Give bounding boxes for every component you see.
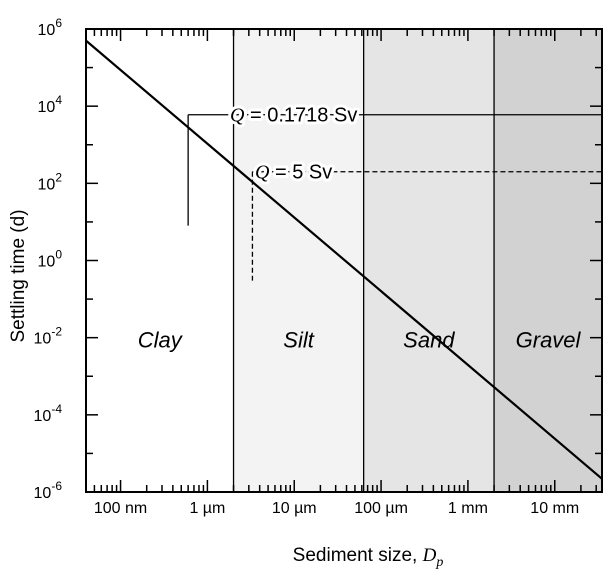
y-tick-exponent: -2: [51, 325, 62, 339]
region-sand: [363, 29, 495, 492]
region-label-gravel: Gravel: [516, 328, 582, 353]
region-label-sand: Sand: [403, 328, 455, 353]
x-tick-label: 1 mm: [448, 500, 488, 517]
region-label-clay: Clay: [138, 328, 184, 353]
annotation-label: Q = 5 Sv: [255, 162, 332, 184]
y-tick-exponent: 4: [55, 93, 62, 107]
x-axis-title-text: Sediment size,: [293, 545, 423, 566]
y-tick-label: 106: [38, 16, 63, 39]
y-tick-exponent: 6: [55, 16, 62, 30]
y-tick-label: 10-4: [34, 402, 63, 425]
x-axis-title-subscript: p: [435, 555, 443, 570]
region-silt: [233, 29, 364, 492]
x-tick-label: 10 µm: [272, 500, 317, 517]
x-tick-label: 10 mm: [530, 500, 579, 517]
y-tick-exponent: 0: [55, 248, 62, 262]
region-gravel: [494, 29, 602, 492]
y-tick-base: 10: [38, 254, 56, 271]
x-tick-label: 100 µm: [354, 500, 408, 517]
x-axis-title: Sediment size, Dp: [293, 545, 444, 570]
plot-frame: [85, 28, 603, 493]
region-clay: [86, 29, 234, 492]
x-tick-label: 1 µm: [189, 500, 225, 517]
y-tick-base: 10: [34, 331, 52, 348]
region-label-silt: Silt: [283, 328, 314, 353]
y-tick-label: 104: [38, 93, 63, 116]
axis-ticks: [85, 28, 602, 493]
settling-curve-line: [85, 39, 603, 480]
y-tick-exponent: 2: [55, 170, 62, 184]
y-tick-base: 10: [34, 408, 52, 425]
y-tick-exponent: -6: [51, 479, 62, 493]
annotation-q-symbol: Q: [255, 162, 270, 184]
size-class-regions: [86, 29, 602, 492]
annotation-label: Q = 0.1718 Sv: [230, 105, 357, 127]
size-class-dividers: [232, 29, 495, 492]
y-tick-exponent: -4: [51, 402, 62, 416]
size-class-labels: Clay Silt Sand Gravel: [138, 328, 582, 353]
y-tick-base: 10: [38, 22, 56, 39]
settling-curve: [85, 39, 603, 480]
annotation-value: = 0.1718 Sv: [244, 105, 357, 127]
y-axis-title: Settling time (d): [8, 209, 29, 342]
axis-tick-labels: 100 nm 1 µm 10 µm 100 µm 1 mm 10 mm1061041021…: [34, 16, 580, 517]
discharge-annotations: Q = 0.1718 SvQ = 5 Sv: [187, 102, 602, 281]
y-tick-label: 10-2: [34, 325, 63, 348]
y-tick-base: 10: [34, 485, 52, 502]
x-axis-title-var: D: [422, 545, 437, 566]
y-tick-base: 10: [38, 99, 56, 116]
y-tick-label: 10-6: [34, 479, 63, 502]
y-tick-label: 100: [38, 248, 63, 271]
y-tick-base: 10: [38, 176, 56, 193]
y-tick-label: 102: [38, 170, 63, 193]
annotation-q-symbol: Q: [230, 105, 245, 127]
annotation-value: = 5 Sv: [269, 162, 332, 184]
x-tick-label: 100 nm: [94, 500, 147, 517]
